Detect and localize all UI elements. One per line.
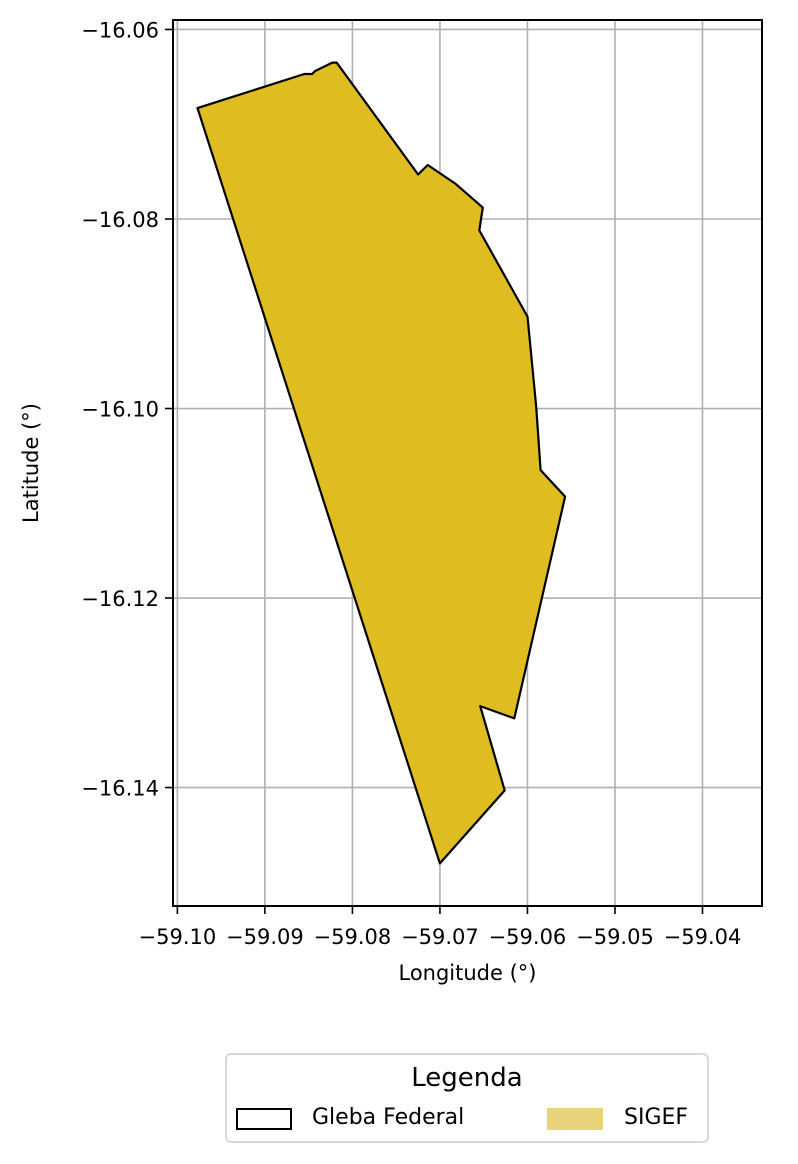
legend-title: Legenda (411, 1063, 523, 1093)
legend-label-sigef: SIGEF (624, 1105, 689, 1130)
x-tick-label: −59.10 (139, 925, 217, 949)
x-tick-label: −59.07 (401, 925, 479, 949)
y-tick-label: −16.14 (81, 777, 159, 801)
map-plot: −59.10 −59.09 −59.08 −59.07 −59.06 −59.05 −59.… (19, 18, 763, 985)
gleba-federal-polygon (196, 61, 567, 865)
y-tick-label: −16.08 (81, 208, 159, 232)
tick-marks (165, 28, 704, 914)
legend-swatch-sigef (547, 1108, 603, 1130)
axes-frame (172, 19, 763, 907)
x-tick-label: −59.09 (226, 925, 304, 949)
legend: Legenda Gleba Federal SIGEF (225, 1053, 709, 1143)
y-tick-label: −16.10 (81, 398, 159, 422)
polygon-layer (196, 61, 567, 865)
legend-swatch-gleba-federal (236, 1108, 292, 1130)
legend-label-gleba-federal: Gleba Federal (312, 1105, 465, 1130)
y-tick-label: −16.06 (81, 18, 159, 42)
x-tick-label: −59.08 (314, 925, 392, 949)
x-tick-labels: −59.10 −59.09 −59.08 −59.07 −59.06 −59.05 −59.… (139, 925, 742, 949)
y-axis-title: Latitude (°) (19, 403, 43, 523)
x-tick-label: −59.06 (489, 925, 567, 949)
x-tick-label: −59.04 (664, 925, 742, 949)
y-tick-label: −16.12 (81, 587, 159, 611)
x-axis-title: Longitude (°) (398, 961, 536, 985)
y-tick-labels: −16.06 −16.08 −16.10 −16.12 −16.14 (81, 18, 159, 800)
x-tick-label: −59.05 (576, 925, 654, 949)
